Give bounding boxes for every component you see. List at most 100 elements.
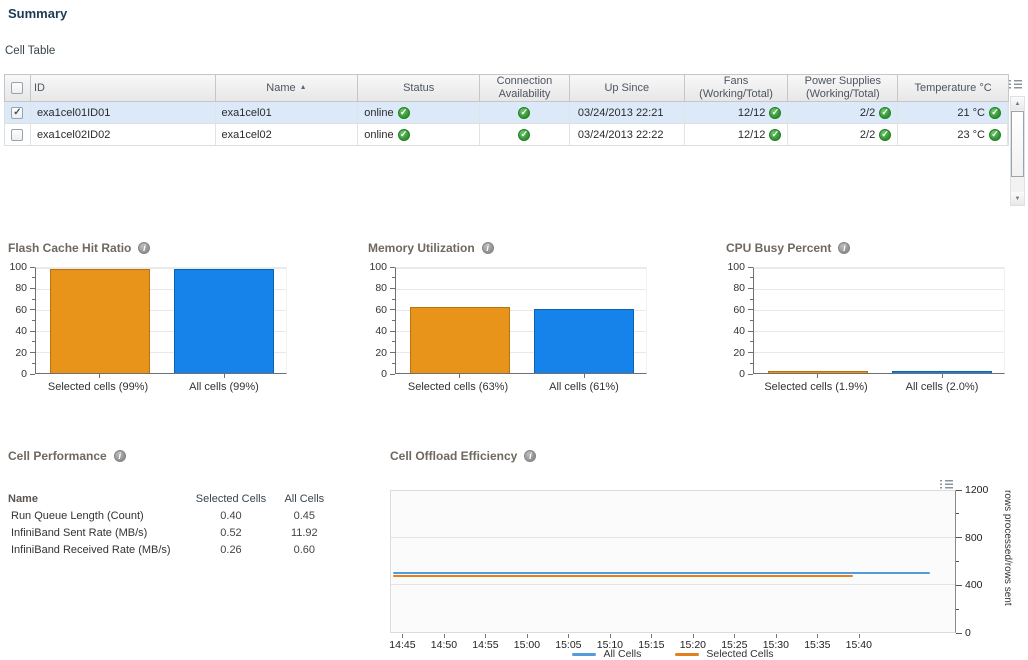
x-tick-label: 15:05 bbox=[555, 639, 582, 651]
col-header-status[interactable]: Status bbox=[358, 75, 481, 101]
info-icon[interactable]: i bbox=[113, 450, 126, 462]
gridline bbox=[36, 352, 286, 353]
x-tick-mark bbox=[734, 634, 736, 638]
y-tick-mark bbox=[750, 341, 753, 343]
x-tick-label: 14:55 bbox=[472, 639, 499, 651]
perf-row: Run Queue Length (Count) 0.40 0.45 bbox=[8, 507, 338, 524]
y-tick-mark bbox=[32, 277, 35, 279]
metric-selected-value: 0.40 bbox=[220, 509, 242, 522]
bar-selected-cells[interactable] bbox=[768, 371, 868, 373]
table-row[interactable]: exa1cel02ID02 exa1cel02 online 03/24/201… bbox=[4, 124, 1009, 146]
bar-selected-cells[interactable] bbox=[50, 269, 150, 373]
y-tick-mark bbox=[390, 309, 395, 311]
gridline bbox=[754, 289, 1004, 290]
cell-connection-availability bbox=[480, 124, 570, 145]
x-category-label: All cells (61%) bbox=[549, 381, 619, 393]
x-axis-labels: Selected cells (99%) All cells (99%) bbox=[35, 381, 287, 393]
select-all-checkbox[interactable] bbox=[11, 82, 24, 94]
series-line-selected-cells[interactable] bbox=[393, 574, 854, 577]
scroll-up-button[interactable]: ▲ bbox=[1011, 97, 1024, 110]
x-tick-mark bbox=[817, 634, 819, 638]
perf-col-selected: Selected Cells bbox=[195, 492, 267, 505]
bar-all-cells[interactable] bbox=[174, 269, 274, 373]
x-tick-mark bbox=[816, 374, 818, 378]
y-tick-label: 40 bbox=[375, 325, 387, 338]
y-tick-label: 0 bbox=[21, 368, 27, 380]
y-tick-label: 60 bbox=[15, 303, 27, 316]
info-icon[interactable]: i bbox=[138, 242, 151, 254]
row-checkbox[interactable] bbox=[11, 128, 24, 141]
metric-name: Run Queue Length (Count) bbox=[11, 509, 144, 522]
temperature-value: 23 °C bbox=[957, 128, 985, 141]
series-line-all-cells[interactable] bbox=[393, 572, 930, 575]
connection-ok-icon bbox=[518, 128, 531, 141]
y-tick-mark bbox=[30, 287, 35, 289]
cell-temperature: 23 °C bbox=[898, 124, 1008, 145]
row-checkbox-cell bbox=[5, 124, 31, 145]
col-header-name[interactable]: Name ▲ bbox=[216, 75, 359, 101]
temperature-value: 21 °C bbox=[957, 106, 985, 119]
legend-item[interactable]: All Cells bbox=[572, 648, 641, 660]
cell-performance-table: Name Selected Cells All Cells Run Queue … bbox=[8, 490, 338, 558]
cell-offload-efficiency-chart: Cell Offload Efficiency i 0 400 800 1200 ro… bbox=[389, 446, 1026, 660]
gridline bbox=[36, 331, 286, 332]
col-header-id[interactable]: ID bbox=[31, 75, 216, 101]
chart-title: CPU Busy Percent bbox=[726, 241, 832, 255]
power-ok-icon bbox=[879, 106, 892, 119]
y-tick-mark bbox=[30, 373, 35, 375]
y-tick-mark bbox=[30, 352, 35, 354]
info-icon[interactable]: i bbox=[838, 242, 851, 254]
status-ok-icon bbox=[397, 106, 410, 119]
table-menu-icon[interactable] bbox=[1009, 80, 1022, 89]
gridline bbox=[396, 331, 646, 332]
gridline bbox=[391, 537, 955, 538]
bar-all-cells[interactable] bbox=[534, 308, 634, 373]
select-all-cell bbox=[5, 75, 31, 101]
row-checkbox-cell bbox=[5, 102, 31, 123]
bar-selected-cells[interactable] bbox=[410, 306, 510, 373]
col-header-power-supplies[interactable]: Power Supplies (Working/Total) bbox=[788, 75, 899, 101]
y-tick-label: 0 bbox=[381, 368, 387, 380]
scrollbar-thumb[interactable] bbox=[1011, 111, 1024, 177]
col-header-up-since-label: Up Since bbox=[604, 81, 650, 94]
col-header-fans[interactable]: Fans (Working/Total) bbox=[685, 75, 789, 101]
legend-swatch bbox=[675, 652, 700, 656]
table-scrollbar[interactable]: ▲ ▼ bbox=[1010, 96, 1025, 206]
col-header-temperature[interactable]: Temperature °C bbox=[898, 75, 1008, 101]
scroll-down-button[interactable]: ▼ bbox=[1011, 192, 1024, 205]
col-header-conn-label: Connection Availability bbox=[496, 75, 553, 100]
perf-col-all: All Cells bbox=[284, 492, 325, 505]
x-axis-labels: Selected cells (1.9%) All cells (2.0%) bbox=[753, 381, 1005, 393]
bar-all-cells[interactable] bbox=[892, 370, 992, 373]
y-tick-mark bbox=[956, 513, 959, 515]
y-tick-label: 80 bbox=[733, 282, 745, 295]
status-ok-icon bbox=[397, 128, 410, 141]
cell-name: exa1cel01 bbox=[216, 102, 359, 123]
fans-value: 12/12 bbox=[737, 106, 766, 119]
x-tick-mark bbox=[651, 634, 653, 638]
row-checkbox[interactable] bbox=[11, 106, 24, 119]
legend-item[interactable]: Selected Cells bbox=[675, 648, 774, 660]
table-row[interactable]: exa1cel01ID01 exa1cel01 online 03/24/201… bbox=[4, 102, 1009, 124]
y-tick-mark bbox=[750, 320, 753, 321]
gridline bbox=[754, 268, 1004, 269]
y-tick-mark bbox=[750, 298, 753, 300]
y-tick-mark bbox=[750, 362, 753, 364]
cell-id: exa1cel02ID02 bbox=[31, 124, 216, 145]
x-tick-label: 14:50 bbox=[430, 639, 458, 651]
chart-menu-icon[interactable] bbox=[940, 480, 953, 494]
y-axis: 0 20 40 60 80 100 bbox=[368, 261, 395, 380]
status-text: online bbox=[364, 106, 394, 119]
legend-swatch bbox=[572, 652, 597, 656]
col-header-connection-availability[interactable]: Connection Availability bbox=[480, 75, 570, 101]
plot-area bbox=[390, 490, 956, 633]
col-header-up-since[interactable]: Up Since bbox=[570, 75, 685, 101]
x-tick-mark bbox=[775, 634, 777, 638]
legend-label: Selected Cells bbox=[706, 648, 774, 660]
x-tick-label: 15:20 bbox=[679, 639, 706, 651]
x-tick-mark bbox=[941, 374, 943, 378]
info-icon[interactable]: i bbox=[524, 450, 537, 462]
gridline bbox=[391, 584, 955, 585]
info-icon[interactable]: i bbox=[481, 242, 494, 254]
y-tick-label: 100 bbox=[369, 261, 387, 273]
